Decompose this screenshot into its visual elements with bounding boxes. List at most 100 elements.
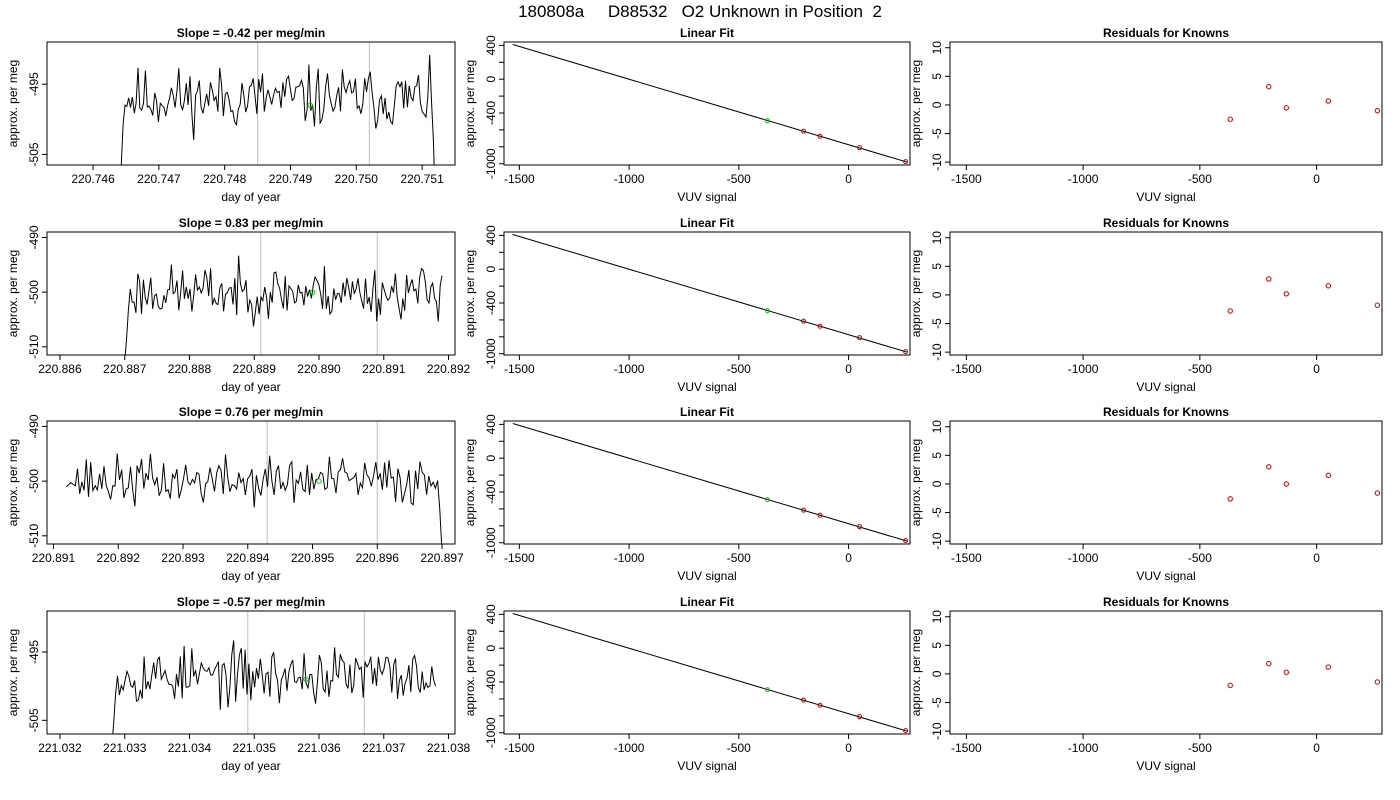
x-tick-label: 220.893	[161, 551, 205, 565]
panel-title: Residuals for Knowns	[1103, 405, 1229, 419]
x-tick-label: 220.891	[32, 551, 76, 565]
y-axis-label: approx. per meg	[909, 629, 923, 716]
known-point	[903, 159, 909, 165]
residual-point	[1227, 308, 1233, 314]
y-tick-label: 0	[484, 266, 498, 273]
plot-area	[512, 44, 909, 165]
plot-frame	[949, 610, 1383, 735]
x-axis-label: VUV signal	[677, 569, 736, 583]
x-tick-label: 221.034	[168, 741, 212, 755]
plot-frame	[949, 420, 1383, 545]
known-point	[857, 335, 863, 341]
x-tick-label: 220.892	[97, 551, 141, 565]
residual-point	[1374, 679, 1381, 685]
x-tick-label: -1500	[951, 551, 982, 565]
unknown-point	[764, 497, 770, 503]
unknown-point	[307, 102, 313, 108]
unknown-point	[316, 478, 322, 484]
plot-area	[120, 42, 435, 165]
residual-point	[1283, 105, 1289, 111]
known-point	[857, 145, 863, 151]
plot-area	[1227, 660, 1381, 689]
y-axis-label: approx. per meg	[6, 250, 20, 337]
panel-title: Residuals for Knowns	[1103, 26, 1229, 40]
x-tick-label: 0	[845, 741, 852, 755]
panel-scatter-2: Linear Fit -1500 -1000 -500 0 400 0 -400 -1000 VU…	[463, 26, 911, 204]
x-tick-label: 220.886	[38, 362, 82, 376]
residual-point	[1266, 464, 1272, 470]
x-tick-label: -500	[1188, 172, 1212, 186]
x-tick-label: -500	[1188, 551, 1212, 565]
x-tick-label: 220.897	[420, 551, 464, 565]
panel-title: Residuals for Knowns	[1103, 216, 1229, 230]
x-tick-label: 221.035	[233, 741, 277, 755]
y-tick-label: 5	[930, 263, 944, 270]
x-tick-label: -1000	[614, 551, 645, 565]
fit-line	[512, 423, 907, 542]
known-point	[903, 538, 909, 544]
x-axis-label: VUV signal	[1136, 190, 1195, 204]
x-tick-label: 0	[1313, 741, 1320, 755]
y-axis-label: approx. per meg	[6, 629, 20, 716]
x-axis-label: day of year	[221, 759, 280, 773]
y-tick-label: -5	[930, 128, 944, 139]
unknown-point	[764, 308, 770, 314]
y-axis-label: approx. per meg	[909, 250, 923, 337]
panel-title: Linear Fit	[680, 26, 734, 40]
panel-scatter-5: Linear Fit -1500 -1000 -500 0 400 0 -400 -1000 VU…	[463, 216, 911, 394]
x-tick-label: -1500	[504, 172, 535, 186]
x-axis-label: day of year	[221, 380, 280, 394]
y-tick-label: 0	[484, 645, 498, 652]
residual-point	[1283, 669, 1289, 675]
x-tick-label: -1500	[504, 741, 535, 755]
x-tick-label: 221.037	[362, 741, 406, 755]
panel-title: Slope = 0.83 per meg/min	[179, 216, 323, 230]
x-axis-label: VUV signal	[1136, 569, 1195, 583]
x-tick-label: 220.888	[168, 362, 212, 376]
signal-trace	[120, 54, 435, 165]
x-tick-label: 220.892	[427, 362, 471, 376]
y-tick-label: -510	[27, 334, 41, 358]
panel-line-4: Slope = 0.83 per meg/min 220.886 220.887 22…	[6, 216, 471, 394]
signal-trace	[66, 453, 443, 544]
x-tick-label: -1000	[614, 741, 645, 755]
residual-point	[1266, 660, 1272, 667]
y-tick-label: -10	[930, 532, 944, 550]
plot-area	[124, 232, 443, 355]
y-tick-label: -1000	[484, 527, 498, 558]
residual-point	[1374, 490, 1381, 496]
y-tick-label: 400	[484, 604, 498, 624]
fit-line	[512, 44, 907, 163]
known-point	[817, 133, 823, 139]
y-tick-label: 0	[930, 101, 944, 108]
y-tick-label: -490	[27, 414, 41, 438]
residual-point	[1325, 283, 1331, 289]
panel-title: Linear Fit	[680, 216, 734, 230]
x-tick-label: 221.038	[427, 741, 471, 755]
unknown-point	[303, 676, 309, 683]
y-tick-label: 0	[484, 76, 498, 83]
y-tick-label: -5	[930, 318, 944, 329]
known-point	[801, 507, 807, 513]
x-axis-label: day of year	[221, 569, 280, 583]
panel-scatter-9: Residuals for Knowns -1500 -1000 -500 0 10 5 0 -…	[909, 405, 1383, 583]
panel-scatter-8: Linear Fit -1500 -1000 -500 0 400 0 -400 -1000 VU…	[463, 405, 911, 583]
x-tick-label: -1500	[504, 362, 535, 376]
residual-point	[1325, 98, 1331, 104]
x-tick-label: 221.036	[297, 741, 341, 755]
panel-title: Slope = -0.57 per meg/min	[177, 595, 325, 609]
x-tick-label: -1500	[504, 551, 535, 565]
x-tick-label: -500	[727, 362, 751, 376]
x-tick-label: -1000	[614, 362, 645, 376]
known-point	[857, 524, 863, 530]
y-tick-label: -1000	[484, 717, 498, 748]
panel-scatter-11: Linear Fit -1500 -1000 -500 0 400 0 -400 -1000 VU…	[463, 595, 911, 773]
y-axis-label: approx. per meg	[463, 439, 477, 526]
y-axis-label: approx. per meg	[463, 629, 477, 716]
x-axis-label: VUV signal	[1136, 380, 1195, 394]
panel-title: Slope = -0.42 per meg/min	[177, 26, 325, 40]
x-tick-label: 220.748	[203, 172, 247, 186]
y-tick-label: -490	[27, 225, 41, 249]
signal-trace	[124, 255, 443, 355]
